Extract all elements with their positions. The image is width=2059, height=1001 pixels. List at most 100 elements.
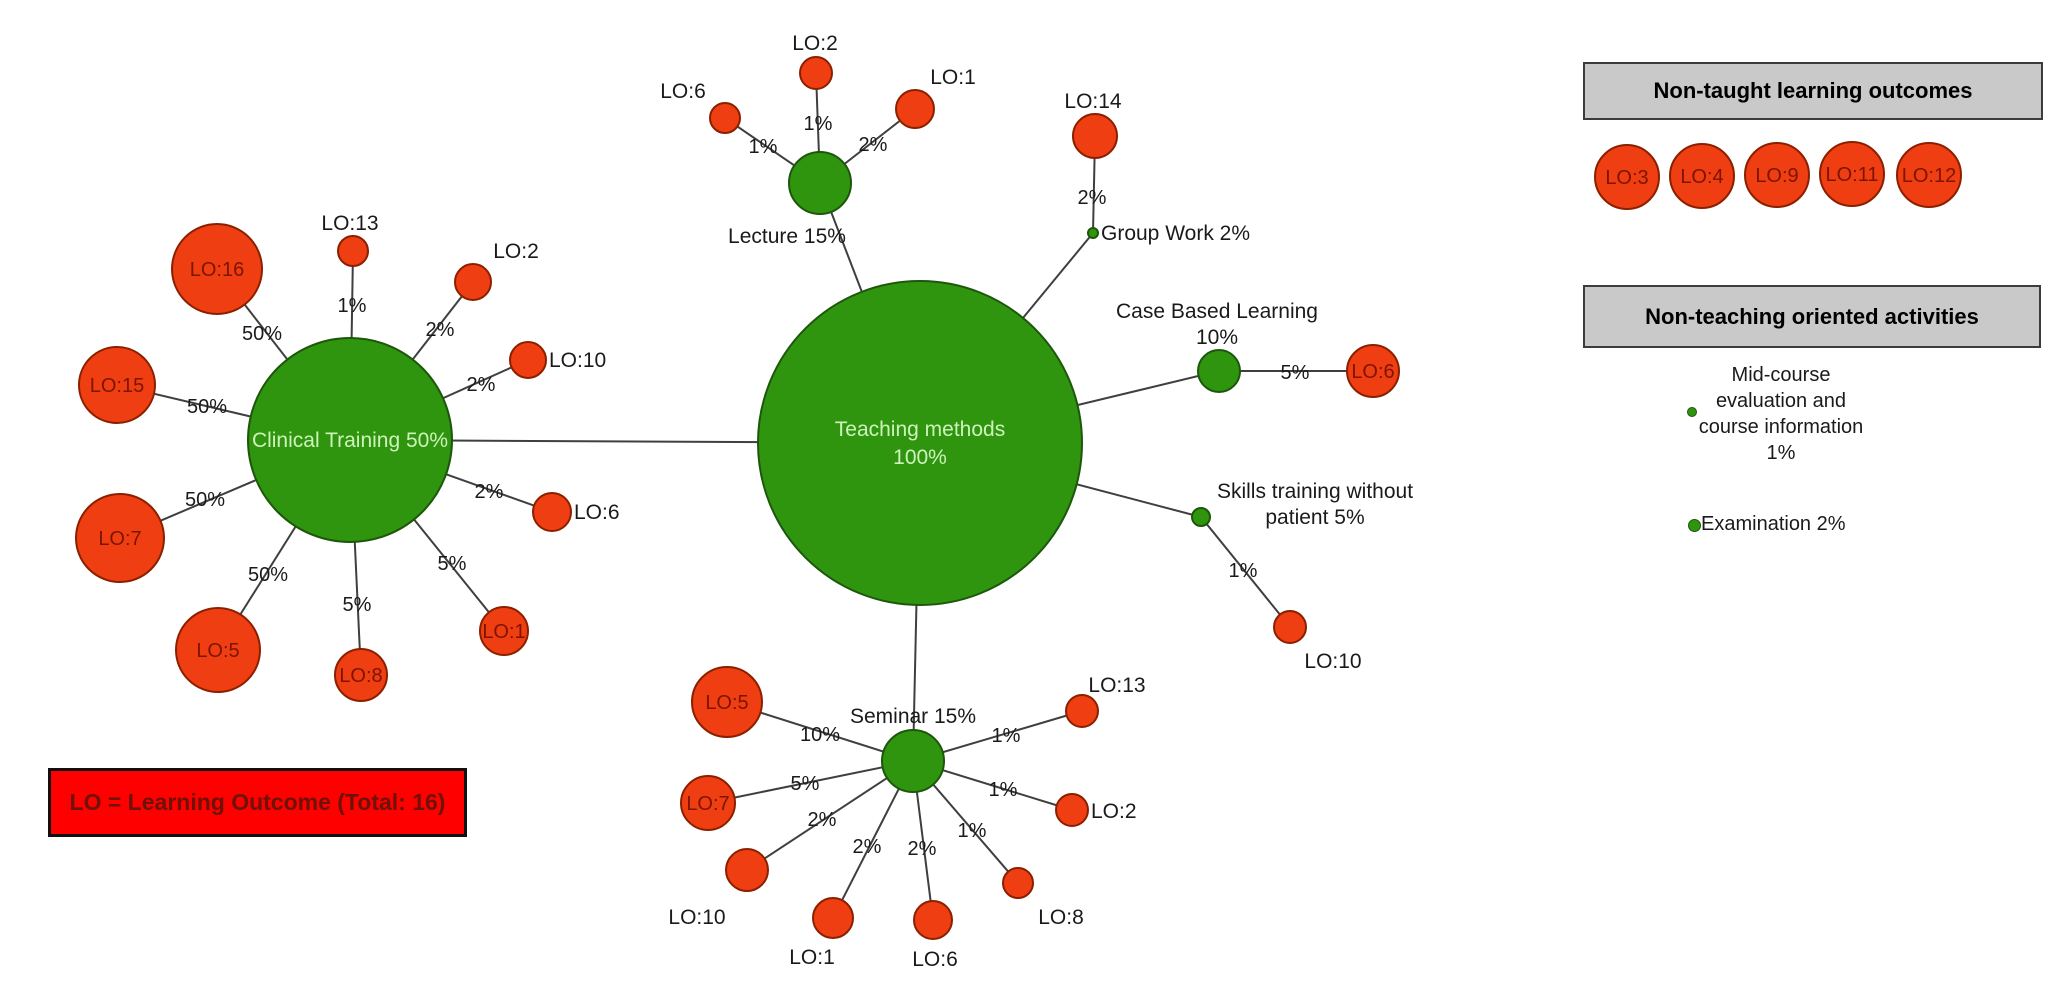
node-label-groupwork: Group Work 2% bbox=[1101, 222, 1250, 245]
edge-label-casebased-cb6: 5% bbox=[1281, 362, 1310, 384]
outcome-node-se5 bbox=[691, 666, 763, 738]
non-taught-outcomes-header: Non-taught learning outcomes bbox=[1583, 62, 2043, 120]
edge-label-seminar-se5: 10% bbox=[800, 724, 840, 746]
node-label-se1: LO:1 bbox=[789, 946, 835, 969]
node-label-lecture: Lecture 15% bbox=[728, 225, 846, 248]
node-label-p9: LO:9 bbox=[1755, 165, 1798, 187]
node-label-p4: LO:4 bbox=[1680, 166, 1723, 188]
floating-label-0: Case Based Learning bbox=[1116, 300, 1318, 323]
node-label-clinical-0: Clinical Training 50% bbox=[252, 429, 448, 452]
edge-seminar-se10 bbox=[746, 760, 914, 871]
outcome-node-c1 bbox=[479, 606, 529, 656]
outcome-node-se2 bbox=[1055, 793, 1089, 827]
node-label-c16: LO:16 bbox=[190, 259, 244, 281]
outcome-node-c5 bbox=[175, 607, 261, 693]
node-label-c1: LO:1 bbox=[482, 621, 525, 643]
method-node-skills bbox=[1191, 507, 1211, 527]
node-label-c13: LO:13 bbox=[321, 212, 378, 235]
edge-label-lecture-l1: 2% bbox=[859, 134, 888, 156]
outcome-node-l1 bbox=[895, 89, 935, 129]
outcome-node-c7 bbox=[75, 493, 165, 583]
outcome-node-p11 bbox=[1819, 141, 1885, 207]
outcome-node-se6 bbox=[913, 900, 953, 940]
outcome-node-s10 bbox=[1273, 610, 1307, 644]
edge-label-lecture-l6: 1% bbox=[749, 136, 778, 158]
node-label-p12: LO:12 bbox=[1902, 165, 1956, 187]
mid-course-dot-icon bbox=[1687, 407, 1697, 417]
edge-label-seminar-se10: 2% bbox=[808, 809, 837, 831]
outcome-node-c2 bbox=[454, 263, 492, 301]
node-label-l1: LO:1 bbox=[930, 66, 976, 89]
edge-label-seminar-se7: 5% bbox=[791, 773, 820, 795]
node-label-c10: LO:10 bbox=[549, 349, 606, 372]
edge-label-clinical-c13: 1% bbox=[338, 295, 367, 317]
node-label-se2: LO:2 bbox=[1091, 800, 1137, 823]
outcome-node-se7 bbox=[680, 775, 736, 831]
outcome-node-l6 bbox=[709, 102, 741, 134]
non-teaching-activities-header: Non-teaching oriented activities bbox=[1583, 285, 2041, 348]
edge-label-clinical-c6: 2% bbox=[475, 481, 504, 503]
edge-label-clinical-c7: 50% bbox=[185, 489, 225, 511]
node-label-c6: LO:6 bbox=[574, 501, 620, 524]
edge-label-seminar-se6: 2% bbox=[908, 838, 937, 860]
method-node-groupwork bbox=[1087, 227, 1099, 239]
mid-course-evaluation-label: Mid-course evaluation and course informa… bbox=[1698, 364, 1864, 464]
node-label-l2: LO:2 bbox=[792, 32, 838, 55]
edge-label-seminar-se13: 1% bbox=[992, 725, 1021, 747]
node-label-se5: LO:5 bbox=[705, 692, 748, 714]
edge-label-clinical-c16: 50% bbox=[242, 323, 282, 345]
edge-label-lecture-l2: 1% bbox=[804, 113, 833, 135]
node-label-p3: LO:3 bbox=[1605, 167, 1648, 189]
outcome-node-se13 bbox=[1065, 694, 1099, 728]
outcome-node-c8 bbox=[334, 648, 388, 702]
outcome-node-se10 bbox=[725, 848, 769, 892]
method-node-casebased bbox=[1197, 349, 1241, 393]
edge-label-seminar-se2: 1% bbox=[989, 779, 1018, 801]
node-label-c15: LO:15 bbox=[90, 375, 144, 397]
edge-label-skills-s10: 1% bbox=[1229, 560, 1258, 582]
node-label-c8: LO:8 bbox=[339, 665, 382, 687]
outcome-node-se1 bbox=[812, 897, 854, 939]
outcome-node-p4 bbox=[1669, 143, 1735, 209]
outcome-node-l2 bbox=[799, 56, 833, 90]
outcome-node-l14 bbox=[1072, 113, 1118, 159]
edge-label-clinical-c1: 5% bbox=[438, 553, 467, 575]
floating-label-3: patient 5% bbox=[1265, 506, 1364, 529]
edge-label-clinical-c5: 50% bbox=[248, 564, 288, 586]
node-label-c5: LO:5 bbox=[196, 640, 239, 662]
outcome-node-p12 bbox=[1896, 142, 1962, 208]
node-label-teaching-0: Teaching methods bbox=[835, 418, 1005, 441]
edge-label-seminar-se8: 1% bbox=[958, 820, 987, 842]
edge-label-clinical-c8: 5% bbox=[343, 594, 372, 616]
method-node-seminar bbox=[881, 729, 945, 793]
floating-label-1: 10% bbox=[1196, 326, 1238, 349]
node-label-se13: LO:13 bbox=[1088, 674, 1145, 697]
edge-label-seminar-se1: 2% bbox=[853, 836, 882, 858]
outcome-node-c10 bbox=[509, 341, 547, 379]
outcome-node-cb6 bbox=[1346, 344, 1400, 398]
edge-seminar-se7 bbox=[707, 760, 914, 804]
outcome-node-p3 bbox=[1594, 144, 1660, 210]
node-label-teaching-1: 100% bbox=[893, 446, 947, 469]
outcome-node-c16 bbox=[171, 223, 263, 315]
node-label-se7: LO:7 bbox=[686, 793, 729, 815]
edge-label-clinical-c10: 2% bbox=[467, 374, 496, 396]
examination-dot-icon bbox=[1688, 519, 1701, 532]
method-node-lecture bbox=[788, 151, 852, 215]
edge-skills-s10 bbox=[1200, 516, 1291, 628]
node-label-c7: LO:7 bbox=[98, 528, 141, 550]
node-label-seminar: Seminar 15% bbox=[850, 705, 976, 728]
outcome-node-p9 bbox=[1744, 142, 1810, 208]
node-label-l6: LO:6 bbox=[660, 80, 706, 103]
outcome-node-c15 bbox=[78, 346, 156, 424]
method-node-teaching bbox=[757, 280, 1083, 606]
edge-label-clinical-c15: 50% bbox=[187, 396, 227, 418]
node-label-c2: LO:2 bbox=[493, 240, 539, 263]
outcome-node-se8 bbox=[1002, 867, 1034, 899]
learning-outcome-legend-box: LO = Learning Outcome (Total: 16) bbox=[48, 768, 467, 837]
node-label-l14: LO:14 bbox=[1064, 90, 1122, 113]
node-label-s10: LO:10 bbox=[1304, 650, 1361, 673]
outcome-node-c13 bbox=[337, 235, 369, 267]
